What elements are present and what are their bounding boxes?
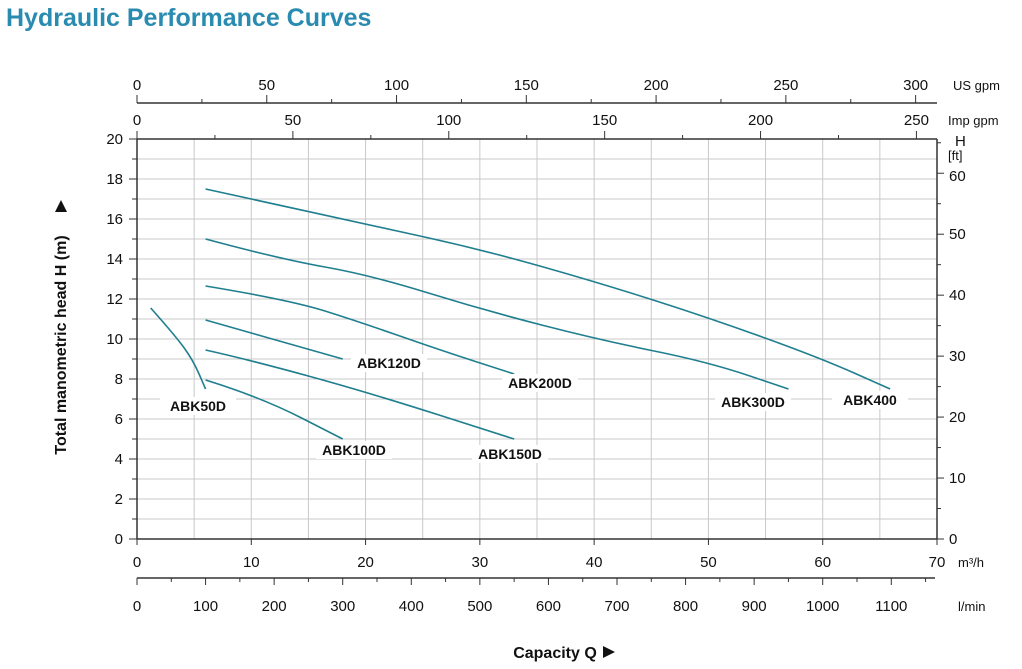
chart-title: Hydraulic Performance Curves xyxy=(6,4,372,32)
imp-gpm-tick-label: 100 xyxy=(436,112,461,129)
curve-abk120d xyxy=(205,319,343,360)
lmin-tick-label: 300 xyxy=(330,598,355,615)
curve-abk100d xyxy=(205,379,344,440)
ft-tick-label: 10 xyxy=(949,470,966,487)
ft-tick-label: 60 xyxy=(949,168,966,185)
x-unit-label: m³/h xyxy=(958,555,984,570)
imp-gpm-tick-label: 200 xyxy=(748,112,773,129)
lmin-unit-label: l/min xyxy=(958,599,985,614)
lmin-tick-label: 0 xyxy=(133,598,141,615)
lmin-tick-label: 200 xyxy=(262,598,287,615)
x-tick-label: 0 xyxy=(133,554,141,571)
series-label-abk120d: ABK120D xyxy=(357,355,421,371)
imp-gpm-tick-label: 250 xyxy=(904,112,929,129)
y-tick-label: 4 xyxy=(115,451,123,468)
y-tick-label: 14 xyxy=(106,251,123,268)
x-tick-label: 20 xyxy=(357,554,374,571)
us-gpm-unit-label: US gpm xyxy=(953,78,1000,93)
y-tick-label: 18 xyxy=(106,171,123,188)
us-gpm-tick-label: 50 xyxy=(258,77,275,94)
x-arrow-icon xyxy=(603,646,615,658)
imp-gpm-tick-label: 50 xyxy=(285,112,302,129)
series-label-abk100d: ABK100D xyxy=(322,442,386,458)
y-tick-label: 20 xyxy=(106,131,123,148)
x-tick-label: 10 xyxy=(243,554,260,571)
series-label-bg xyxy=(351,354,427,372)
series-label-bg xyxy=(316,441,392,459)
series-label-abk200d: ABK200D xyxy=(508,375,572,391)
ft-unit-label: [ft] xyxy=(948,148,962,163)
lmin-tick-label: 700 xyxy=(604,598,629,615)
curve-abk400 xyxy=(205,188,891,390)
lmin-tick-label: 400 xyxy=(399,598,424,615)
series-label-bg xyxy=(832,391,908,409)
series-label-abk400: ABK400 xyxy=(843,392,897,408)
x-tick-label: 60 xyxy=(814,554,831,571)
us-gpm-tick-label: 200 xyxy=(644,77,669,94)
us-gpm-tick-label: 0 xyxy=(133,77,141,94)
lmin-tick-label: 800 xyxy=(673,598,698,615)
imp-gpm-tick-label: 0 xyxy=(133,112,141,129)
series-label-abk300d: ABK300D xyxy=(721,394,785,410)
lmin-tick-label: 1100 xyxy=(875,598,907,615)
curve-abk200d xyxy=(205,285,515,375)
y-tick-label: 12 xyxy=(106,291,123,308)
lmin-tick-label: 600 xyxy=(536,598,561,615)
series-label-abk150d: ABK150D xyxy=(478,446,542,462)
us-gpm-tick-label: 300 xyxy=(903,77,928,94)
curve-abk50d xyxy=(150,307,207,390)
y-tick-label: 6 xyxy=(115,411,123,428)
lmin-tick-label: 1000 xyxy=(806,598,839,615)
ft-tick-label: 30 xyxy=(949,348,966,365)
series-label-abk50d: ABK50D xyxy=(170,398,226,414)
series-label-bg xyxy=(160,397,236,415)
y-axis-title: Total manometric head H (m) xyxy=(53,235,70,454)
series-label-bg xyxy=(502,374,578,392)
series-label-bg xyxy=(472,445,548,463)
curve-abk150d xyxy=(205,349,515,440)
x-tick-label: 70 xyxy=(929,554,946,571)
y-tick-label: 16 xyxy=(106,211,123,228)
series-label-bg xyxy=(715,393,791,411)
imp-gpm-unit-label: Imp gpm xyxy=(948,113,999,128)
y-arrow-icon xyxy=(55,200,67,212)
imp-gpm-tick-label: 150 xyxy=(592,112,617,129)
ft-tick-label: 0 xyxy=(949,531,957,548)
y-tick-label: 0 xyxy=(115,531,123,548)
lmin-tick-label: 100 xyxy=(193,598,218,615)
x-tick-label: 50 xyxy=(700,554,717,571)
ft-tick-label: 40 xyxy=(949,287,966,304)
y-tick-label: 8 xyxy=(115,371,123,388)
y-tick-label: 2 xyxy=(115,491,123,508)
us-gpm-tick-label: 250 xyxy=(773,77,798,94)
x-axis-title: Capacity Q xyxy=(513,645,597,662)
ft-tick-label: 50 xyxy=(949,226,966,243)
us-gpm-tick-label: 100 xyxy=(384,77,409,94)
ft-tick-label: 20 xyxy=(949,409,966,426)
lmin-tick-label: 900 xyxy=(742,598,767,615)
x-tick-label: 40 xyxy=(586,554,603,571)
ft-unit-h: H xyxy=(955,133,966,150)
curve-abk300d xyxy=(205,238,789,390)
lmin-tick-label: 500 xyxy=(467,598,492,615)
x-tick-label: 30 xyxy=(472,554,489,571)
y-tick-label: 10 xyxy=(106,331,123,348)
us-gpm-tick-label: 150 xyxy=(514,77,539,94)
